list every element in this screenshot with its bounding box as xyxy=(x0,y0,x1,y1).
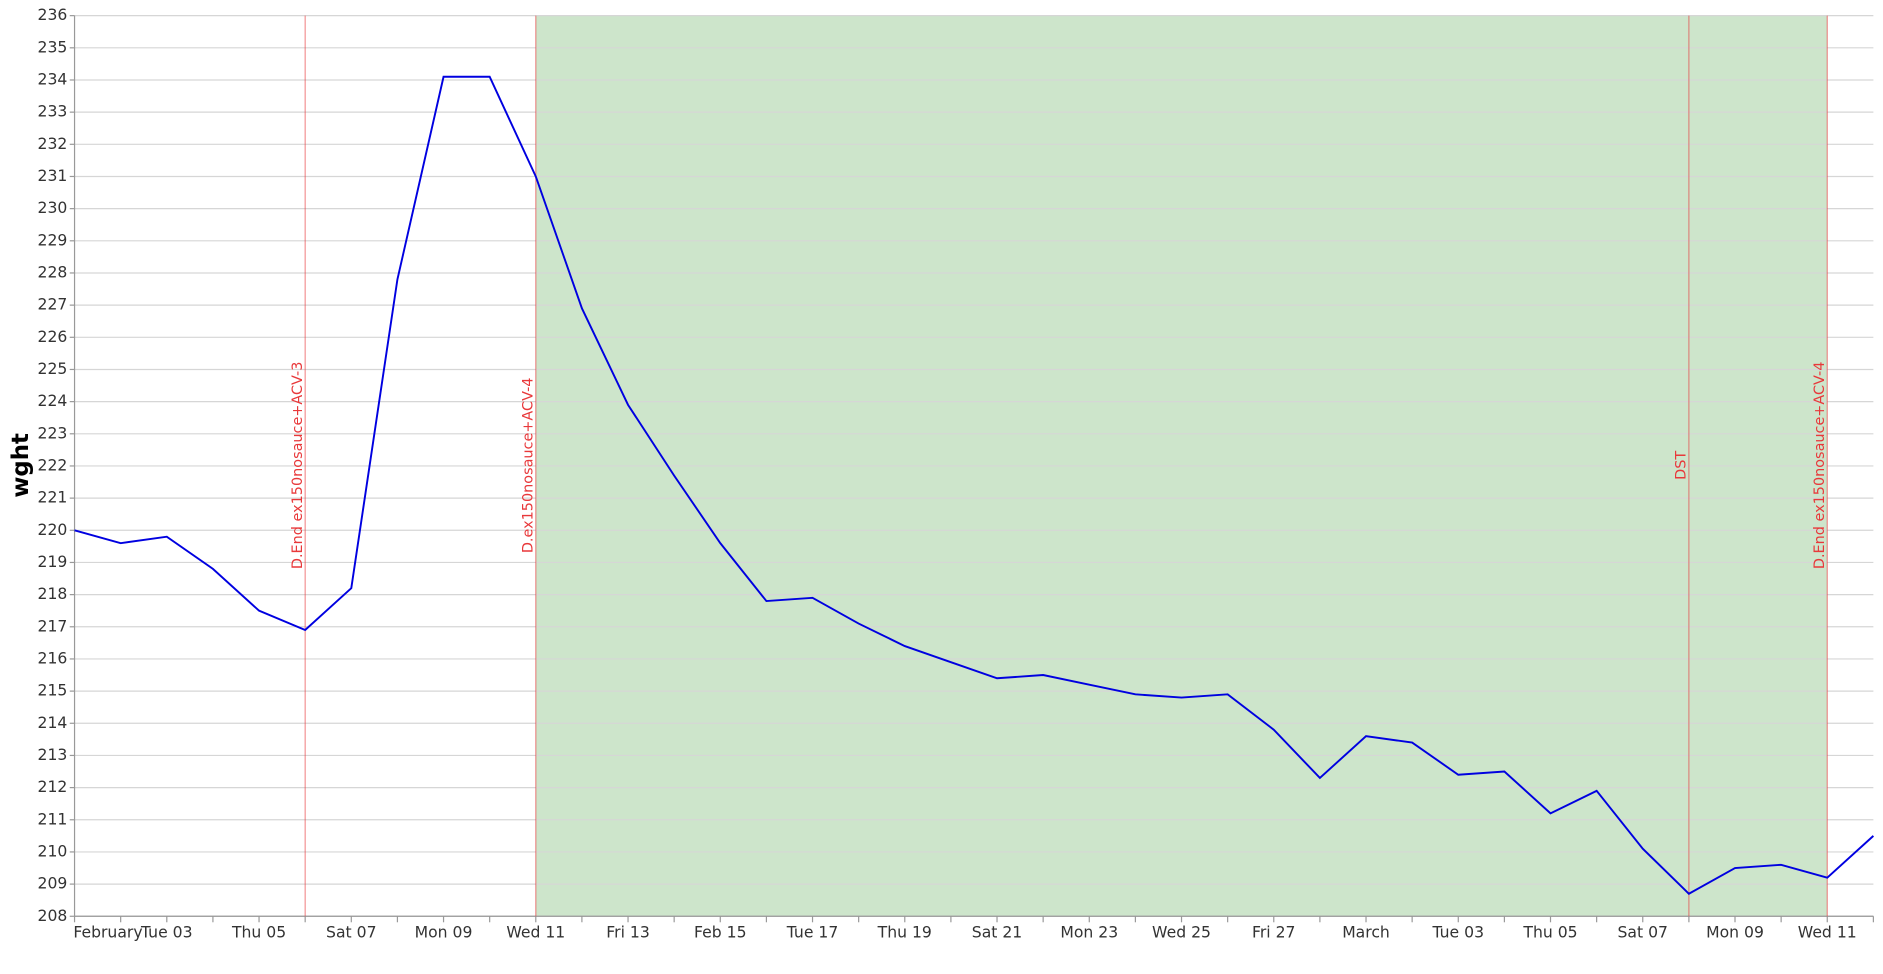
y-tick-label: 228 xyxy=(38,262,68,281)
x-tick-label: Wed 11 xyxy=(506,923,565,942)
x-tick-label: Thu 19 xyxy=(877,923,932,942)
y-tick-label: 224 xyxy=(38,391,68,410)
y-tick-label: 215 xyxy=(38,681,68,700)
annotation-label: DST xyxy=(1674,451,1690,480)
x-tick-label: Wed 11 xyxy=(1798,923,1857,942)
y-tick-label: 211 xyxy=(38,809,68,828)
y-axis-label: wght xyxy=(8,433,34,498)
y-tick-label: 218 xyxy=(38,584,68,603)
y-tick-label: 229 xyxy=(38,230,68,249)
x-tick-label: Tue 03 xyxy=(1431,923,1484,942)
y-tick-label: 216 xyxy=(38,648,68,667)
y-tick-label: 209 xyxy=(38,874,68,893)
x-tick-label: Tue 03 xyxy=(140,923,193,942)
y-tick-label: 225 xyxy=(38,359,68,378)
y-tick-label: 219 xyxy=(38,552,68,571)
x-tick-label: February xyxy=(73,923,142,942)
y-tick-label: 212 xyxy=(38,777,68,796)
y-tick-label: 235 xyxy=(38,37,68,56)
x-tick-label: Fri 13 xyxy=(606,923,649,942)
y-tick-label: 231 xyxy=(38,166,68,185)
y-tick-label: 217 xyxy=(38,616,68,635)
x-tick-label: Mon 09 xyxy=(1706,923,1764,942)
y-tick-label: 221 xyxy=(38,488,68,507)
x-tick-label: Sat 21 xyxy=(972,923,1022,942)
y-tick-label: 226 xyxy=(38,327,68,346)
x-tick-label: Thu 05 xyxy=(1522,923,1577,942)
y-tick-label: 220 xyxy=(38,520,68,539)
y-tick-label: 236 xyxy=(38,5,68,24)
x-tick-label: Mon 09 xyxy=(415,923,473,942)
y-tick-label: 232 xyxy=(38,134,68,153)
x-tick-label: Tue 17 xyxy=(786,923,839,942)
y-tick-label: 223 xyxy=(38,423,68,442)
x-tick-label: Fri 27 xyxy=(1252,923,1295,942)
y-tick-label: 233 xyxy=(38,102,68,121)
y-tick-label: 213 xyxy=(38,745,68,764)
y-tick-label: 227 xyxy=(38,295,68,314)
y-tick-label: 234 xyxy=(38,69,68,88)
y-tick-label: 214 xyxy=(38,713,68,732)
x-tick-label: Thu 05 xyxy=(231,923,286,942)
x-tick-label: Wed 25 xyxy=(1152,923,1211,942)
x-tick-label: Feb 15 xyxy=(694,923,747,942)
x-tick-label: March xyxy=(1342,923,1390,942)
y-tick-label: 222 xyxy=(38,455,68,474)
x-tick-label: Sat 07 xyxy=(326,923,376,942)
y-tick-label: 208 xyxy=(38,906,68,925)
y-tick-label: 230 xyxy=(38,198,68,217)
annotation-label: D.ex150nosauce+ACV-4 xyxy=(521,378,537,554)
x-tick-label: Sat 07 xyxy=(1618,923,1668,942)
annotation-label: D.End ex150nosauce+ACV-3 xyxy=(290,362,306,570)
y-tick-label: 210 xyxy=(38,841,68,860)
data-line xyxy=(74,75,1875,895)
x-tick-label: Mon 23 xyxy=(1060,923,1118,942)
annotation-label: D.End ex150nosauce+ACV-4 xyxy=(1812,362,1828,570)
